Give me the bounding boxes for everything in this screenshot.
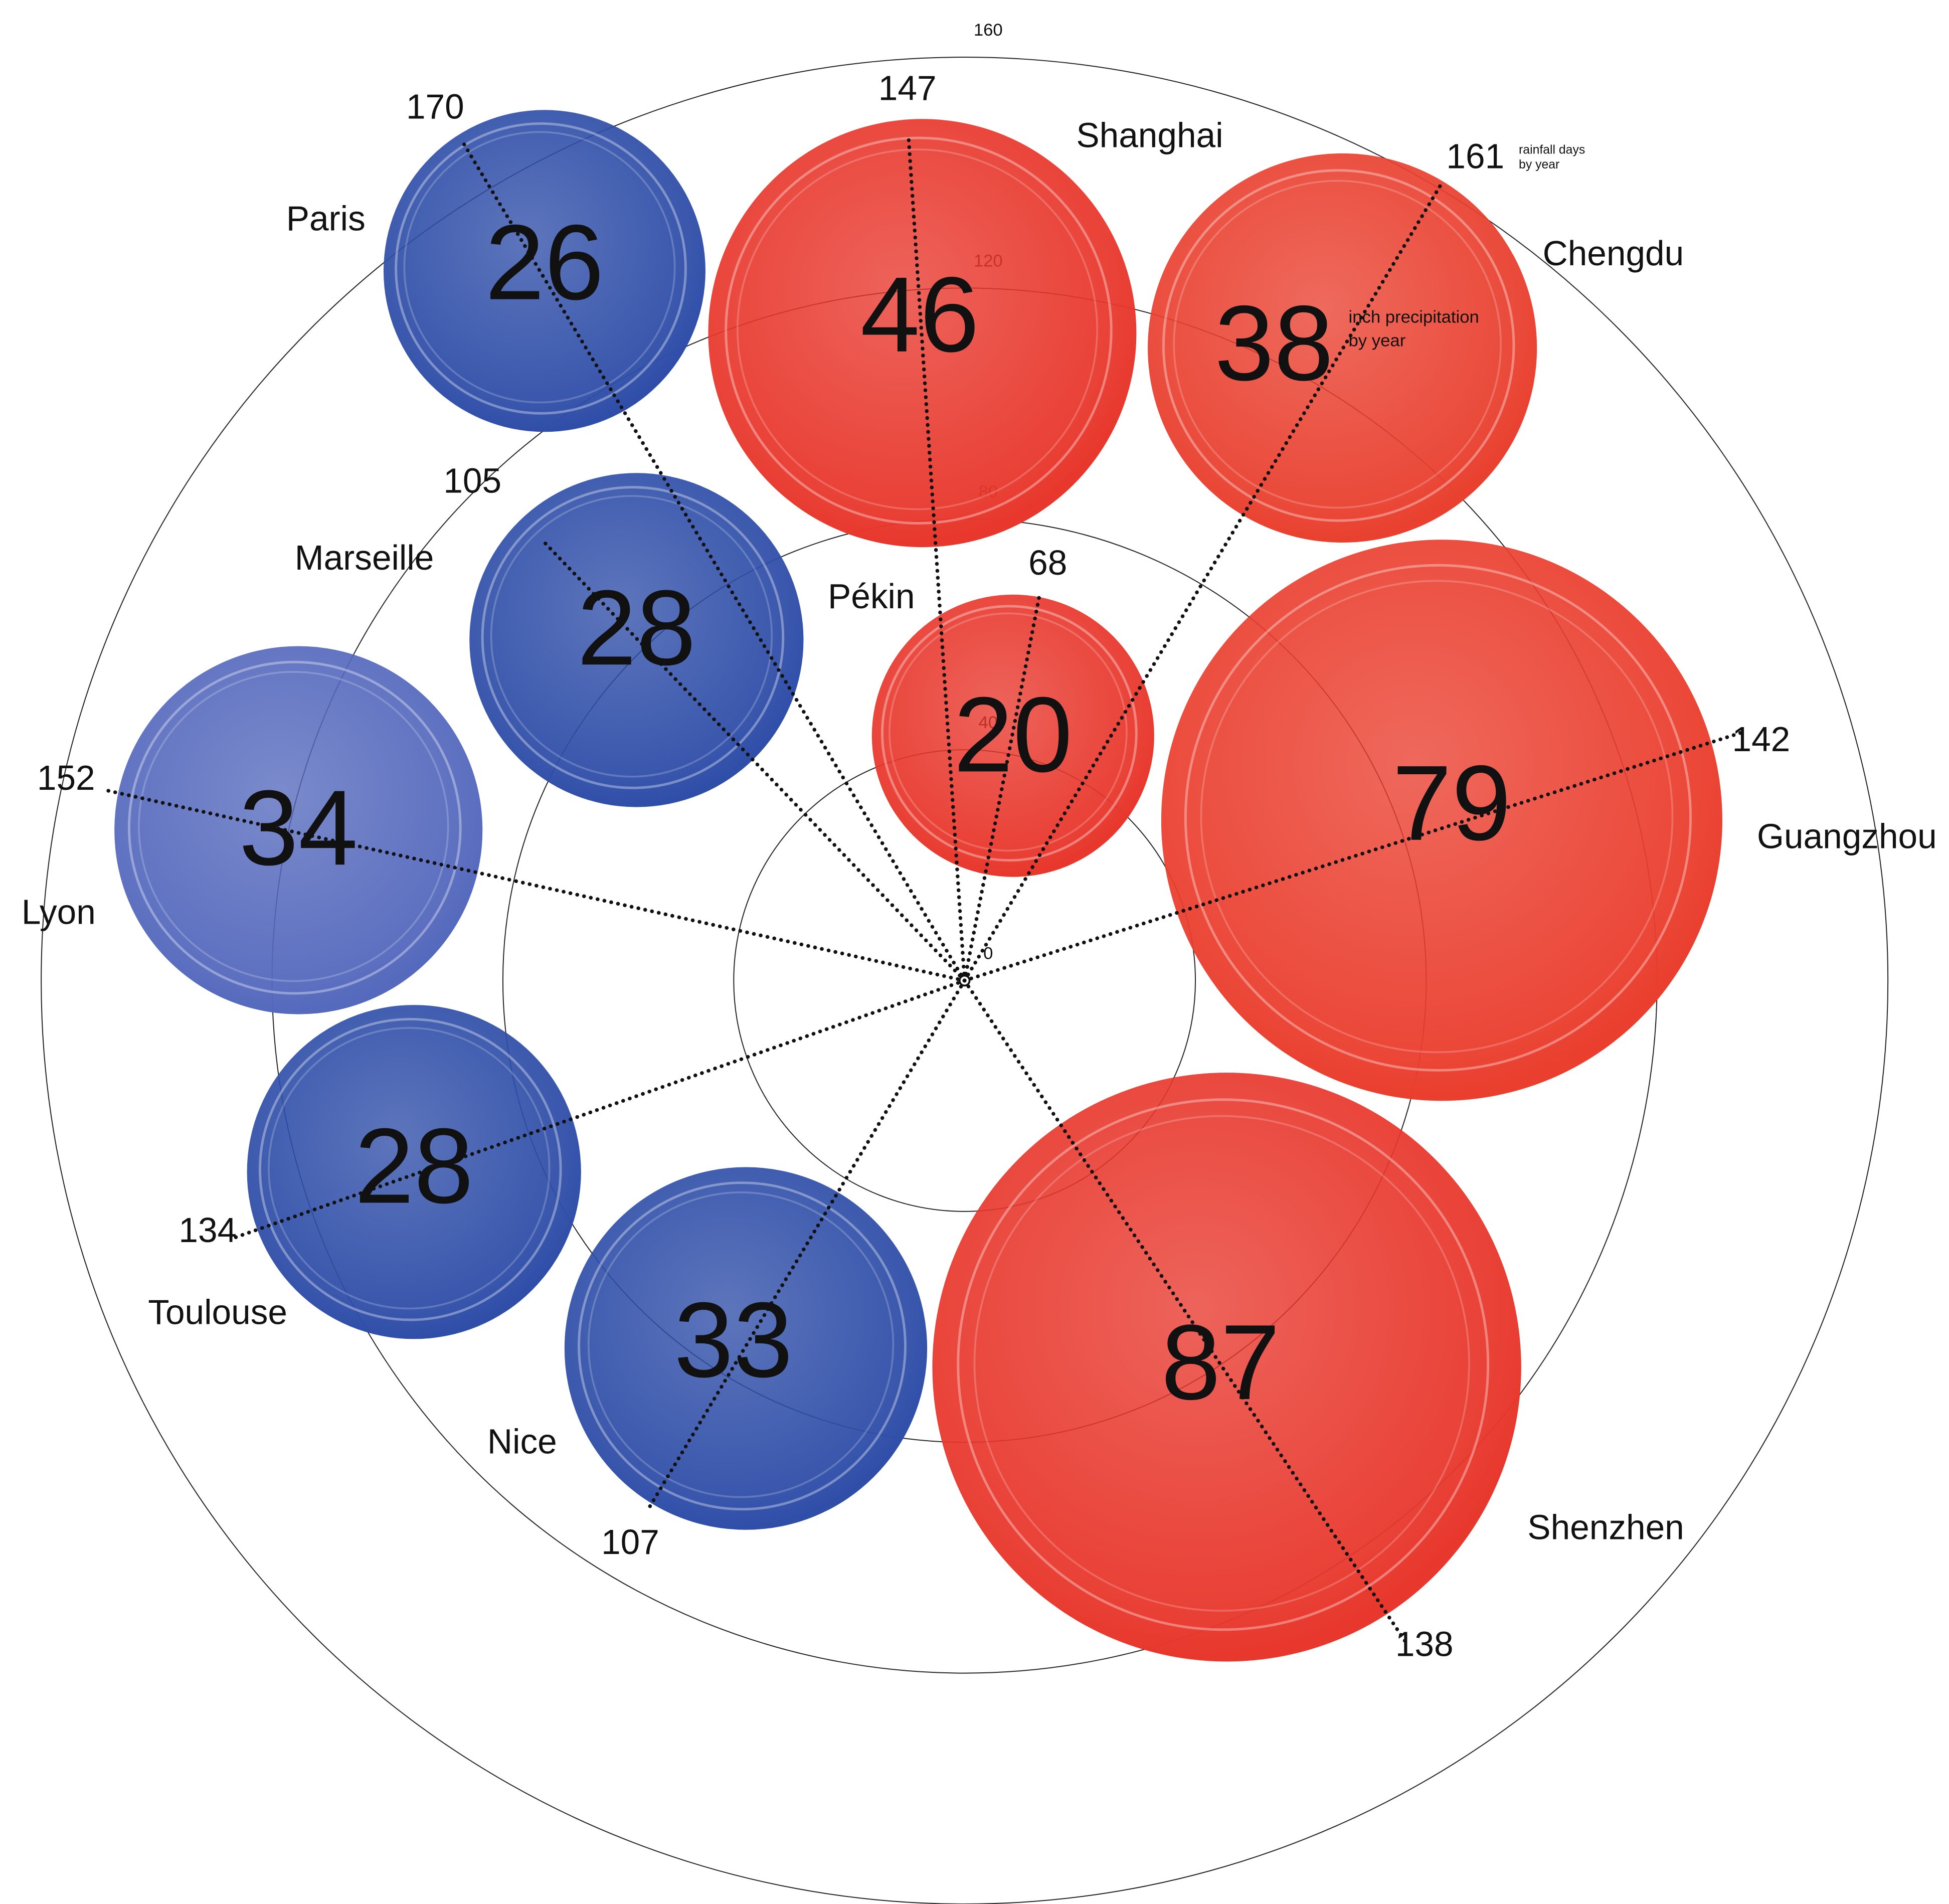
precipitation-value: 34: [239, 768, 358, 888]
precipitation-label: inch precipitation: [1349, 308, 1479, 327]
city-name: Marseille: [295, 538, 434, 577]
rainfall-days-label: by year: [1519, 158, 1559, 171]
rainfall-days-value: 142: [1732, 720, 1790, 759]
city-name: Paris: [286, 199, 366, 238]
bubble: [383, 110, 705, 432]
bubble-rim: [138, 670, 449, 982]
bubble-rim: [587, 1191, 895, 1498]
precipitation-value: 79: [1392, 744, 1511, 863]
spoke: [645, 978, 967, 1512]
bubble-rim: [957, 1098, 1490, 1631]
bubble-rim: [1184, 564, 1692, 1072]
ring-label: 0: [983, 944, 993, 963]
bubble-rim: [736, 148, 1099, 510]
precipitation-value: 20: [954, 675, 1073, 794]
rainfall-days-value: 170: [406, 87, 464, 126]
bubble-rim: [268, 1027, 551, 1310]
rainfall-days-value: 68: [1028, 543, 1067, 582]
precipitation-value: 28: [355, 1106, 473, 1226]
spoke: [962, 729, 1747, 983]
bubble-rim: [403, 131, 676, 404]
ring: [41, 57, 1888, 1904]
precipitation-value: 28: [577, 568, 696, 687]
bubble: [564, 1167, 928, 1530]
rainfall-days-value: 161: [1446, 137, 1504, 176]
precipitation-value: 33: [674, 1280, 793, 1400]
spoke: [962, 593, 1041, 983]
city-name: Lyon: [22, 892, 96, 931]
bubble-rim: [395, 122, 687, 415]
city-name: Nice: [487, 1422, 557, 1461]
rainfall-days-value: 152: [37, 758, 95, 797]
spokes: [106, 132, 1747, 1645]
bubble-rim: [1173, 180, 1502, 509]
bubble-rim: [881, 605, 1138, 862]
bubble-rim: [1200, 580, 1674, 1054]
bubble: [932, 1073, 1521, 1662]
precipitation-value: 38: [1214, 284, 1333, 403]
ring-label: 160: [974, 21, 1003, 40]
city-name: Shanghai: [1076, 115, 1223, 154]
rainfall-days-value: 134: [179, 1210, 237, 1250]
precipitation-value: 46: [860, 255, 979, 375]
spoke: [962, 181, 1444, 983]
bubble-rim: [973, 1115, 1470, 1612]
rainfall-days-value: 138: [1395, 1624, 1454, 1663]
precipitation-value: 87: [1161, 1303, 1280, 1422]
rainfall-days-value: 107: [601, 1522, 659, 1562]
precipitation-label: by year: [1349, 331, 1406, 351]
labels: 26 170 Paris 46 147 Shanghai 38 161 Chengdu 28 105…: [22, 68, 1937, 1663]
bubble: [114, 646, 483, 1014]
spoke: [962, 978, 1408, 1645]
bubble-rim: [889, 612, 1128, 852]
bubble-rim: [258, 1017, 562, 1321]
bubble-rim: [490, 495, 773, 778]
bubble-rim: [1162, 169, 1515, 522]
bubble: [247, 1005, 581, 1339]
city-name: Pékin: [828, 577, 915, 616]
city-name: Chengdu: [1543, 234, 1684, 273]
bubble-rim: [127, 660, 462, 995]
rainfall-days-label: rainfall days: [1519, 143, 1585, 156]
bubble-rim: [578, 1181, 907, 1511]
center: [958, 974, 971, 987]
city-name: Toulouse: [148, 1293, 287, 1332]
rainfall-days-value: 147: [878, 68, 937, 107]
rainfall-days-value: 105: [443, 461, 501, 500]
city-name: Shenzhen: [1527, 1507, 1684, 1546]
spoke: [106, 789, 967, 983]
bubble: [1161, 540, 1722, 1101]
spoke: [906, 132, 967, 983]
precipitation-value: 26: [485, 203, 604, 322]
bubble-rim: [481, 486, 785, 789]
city-name: Guangzhou: [1757, 816, 1937, 855]
bubble-rim: [725, 136, 1113, 525]
